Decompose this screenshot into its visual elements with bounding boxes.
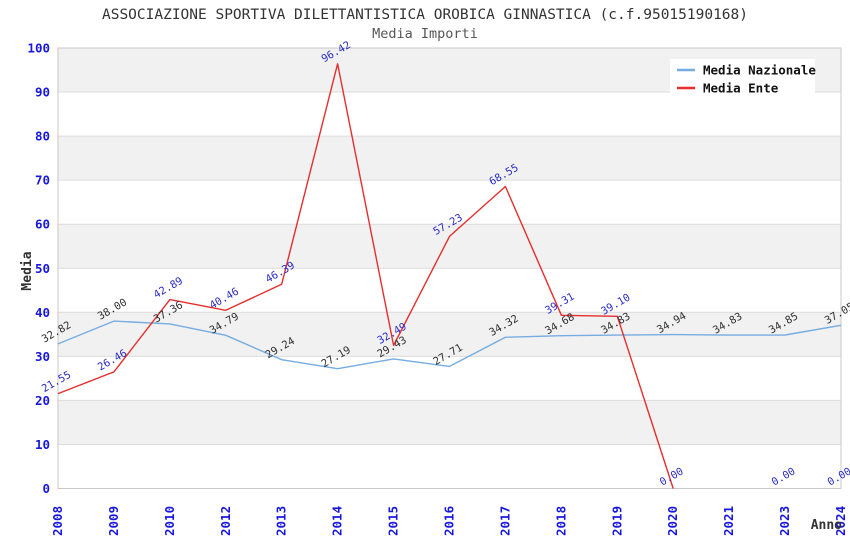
- x-tick-label: 2018: [553, 506, 568, 536]
- y-tick-label: 50: [35, 261, 50, 276]
- y-tick-label: 10: [35, 437, 50, 452]
- legend-box: [670, 59, 815, 96]
- data-label: 21.55: [40, 369, 73, 395]
- x-tick-label: 2020: [665, 506, 680, 536]
- x-tick-label: 2009: [106, 506, 121, 536]
- x-tick-label: 2019: [609, 506, 624, 536]
- x-axis-labels: 2008 2009 2010 2012 2013 2014 2015 2016 2017 2018…: [50, 506, 848, 536]
- band: [58, 136, 841, 181]
- x-tick-label: 2021: [721, 506, 736, 536]
- x-tick-label: 2008: [50, 506, 65, 536]
- x-tick-label: 2024: [833, 506, 848, 536]
- chart-subtitle: Media Importi: [372, 26, 478, 42]
- x-tick-label: 2016: [442, 506, 457, 536]
- data-label: 0.00: [826, 465, 850, 488]
- series-line-nazionale: [57, 320, 842, 370]
- band: [58, 400, 841, 445]
- x-tick-label: 2010: [162, 506, 177, 536]
- chart-title: ASSOCIAZIONE SPORTIVA DILETTANTISTICA OR…: [101, 7, 748, 23]
- x-tick-label: 2017: [497, 506, 512, 536]
- y-axis-title: Media: [20, 251, 35, 290]
- y-tick-label: 30: [35, 349, 50, 364]
- x-axis-title: Anno: [811, 518, 842, 533]
- legend: Media Nazionale Media Ente: [670, 59, 816, 96]
- y-tick-label: 40: [35, 305, 50, 320]
- data-label: 0.00: [770, 465, 798, 488]
- plot-border: [57, 47, 842, 489]
- band: [58, 224, 841, 269]
- plot-bands: [58, 48, 841, 445]
- data-label: 42.89: [152, 275, 185, 301]
- y-tick-label: 0: [42, 481, 50, 496]
- x-tick-label: 2023: [777, 506, 792, 536]
- y-tick-label: 20: [35, 393, 50, 408]
- x-tick-label: 2013: [274, 506, 289, 536]
- x-tick-label: 2012: [218, 506, 233, 536]
- x-tick-label: 2015: [386, 506, 401, 536]
- y-tick-label: 60: [35, 217, 50, 232]
- legend-label: Media Nazionale: [703, 63, 816, 78]
- data-label: 40.46: [208, 286, 241, 312]
- y-tick-label: 100: [27, 41, 50, 56]
- y-axis-labels: 0 10 20 30 40 50 60 70 80 90 100: [27, 41, 50, 497]
- x-tick-label: 2014: [330, 506, 345, 536]
- y-tick-label: 90: [35, 85, 50, 100]
- legend-label: Media Ente: [703, 81, 779, 96]
- y-tick-label: 70: [35, 173, 50, 188]
- y-tick-label: 80: [35, 129, 50, 144]
